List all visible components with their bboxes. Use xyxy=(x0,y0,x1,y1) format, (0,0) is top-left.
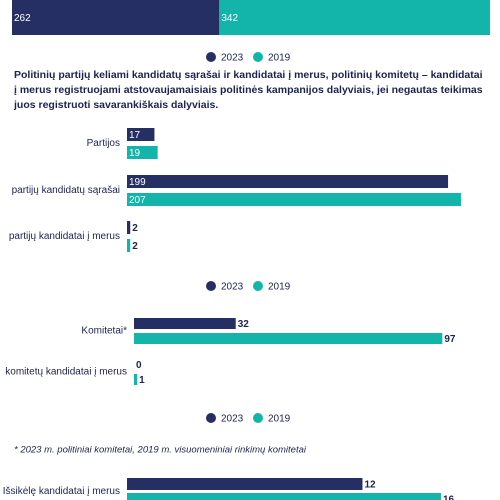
bar xyxy=(127,193,461,206)
category-label: partijų kandidatai į merus xyxy=(9,231,120,242)
bar xyxy=(127,128,155,141)
value-label: 2 xyxy=(132,241,138,252)
legend-label: 2019 xyxy=(268,414,291,425)
value-label: 32 xyxy=(238,319,250,330)
value-label: 97 xyxy=(444,334,456,345)
category-label: partijų kandidatų sąrašai xyxy=(12,185,120,196)
bar xyxy=(219,0,491,35)
bar xyxy=(127,493,441,500)
category-label: Komitetai* xyxy=(81,326,127,337)
legend-marker xyxy=(206,281,216,291)
bar xyxy=(127,239,131,252)
bar xyxy=(127,221,131,234)
legend-marker xyxy=(253,281,263,291)
bar xyxy=(127,146,158,159)
value-label: 12 xyxy=(364,480,376,491)
value-label: 207 xyxy=(129,195,146,206)
category-label: Partijos xyxy=(87,138,120,149)
bar xyxy=(127,175,449,188)
bar xyxy=(134,374,138,385)
bar xyxy=(134,318,236,329)
legend-label: 2023 xyxy=(221,282,244,293)
category-label: Išsikėlę kandidatai į merus xyxy=(3,486,120,497)
legend-label: 2019 xyxy=(268,282,291,293)
value-label: 2 xyxy=(132,223,138,234)
bar xyxy=(134,333,443,344)
note: * 2023 m. politiniai komitetai, 2019 m. … xyxy=(14,445,307,456)
value-label: 0 xyxy=(136,360,142,371)
value-label: 17 xyxy=(129,130,141,141)
value-label: 199 xyxy=(129,177,146,188)
legend-marker xyxy=(206,52,216,62)
category-label: komitetų kandidatai į merus xyxy=(5,367,127,378)
value-label: 262 xyxy=(14,13,31,24)
bar xyxy=(127,478,363,490)
value-label: 1 xyxy=(139,375,145,386)
legend-label: 2023 xyxy=(221,53,244,64)
legend-label: 2023 xyxy=(221,414,244,425)
value-label: 342 xyxy=(221,13,238,24)
legend-marker xyxy=(206,413,216,423)
legend-marker xyxy=(253,52,263,62)
bar xyxy=(12,0,220,35)
value-label: 16 xyxy=(443,495,455,500)
legend-label: 2019 xyxy=(268,53,291,64)
chart-subtitle: Politinių partijų keliami kandidatų sąra… xyxy=(14,69,483,111)
legend-marker xyxy=(253,413,263,423)
value-label: 19 xyxy=(129,148,141,159)
